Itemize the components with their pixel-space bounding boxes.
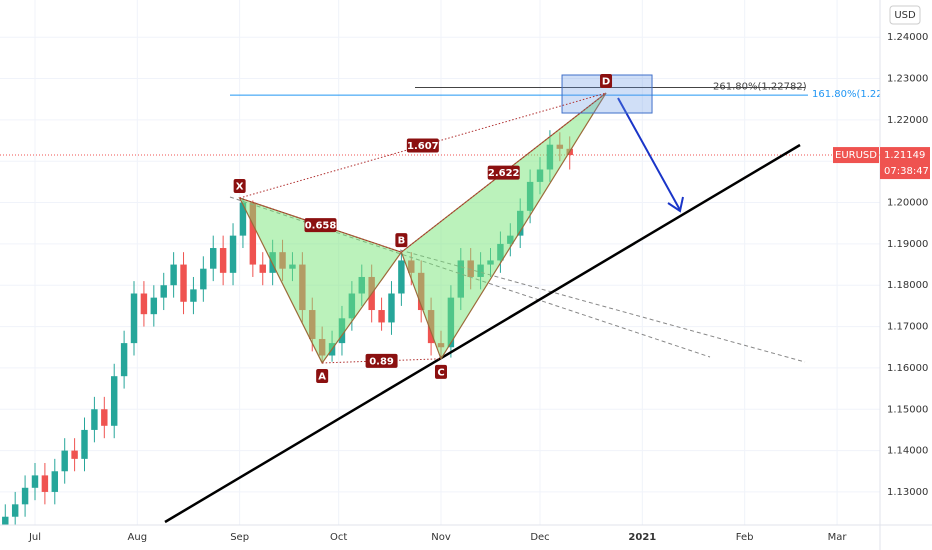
x-tick-label: Feb — [736, 532, 754, 543]
candle-body — [210, 248, 217, 269]
candle-body — [259, 264, 266, 273]
candle-body — [61, 450, 68, 472]
arrow-head — [667, 196, 684, 213]
y-tick-label: 1.14000 — [887, 446, 928, 457]
ratio-label: 0.658 — [305, 221, 337, 232]
candle-body — [160, 285, 167, 298]
candle-body — [170, 264, 177, 286]
y-tick-label: 1.22000 — [887, 115, 928, 126]
ratio-box — [487, 165, 520, 180]
candle-body — [219, 248, 227, 273]
y-tick-label: 1.15000 — [887, 404, 928, 415]
y-tick-label: 1.23000 — [887, 74, 928, 85]
candle-body — [51, 471, 59, 492]
ratio-line — [239, 92, 607, 199]
ratio-line — [322, 358, 442, 364]
candle-body — [150, 297, 158, 315]
x-tick-label: Dec — [530, 532, 549, 543]
candle-body — [71, 450, 78, 459]
price-axis — [880, 0, 932, 550]
point-label: C — [437, 367, 444, 378]
candle-body — [140, 293, 148, 315]
candle-body — [239, 202, 247, 236]
y-tick-label: 1.19000 — [887, 239, 928, 250]
candle-body — [2, 516, 9, 525]
price-tag — [880, 147, 930, 180]
point-box — [233, 179, 246, 194]
point-label: X — [236, 182, 244, 193]
last-price-label: 1.21149 — [884, 150, 925, 161]
candle-body — [180, 264, 187, 302]
candle-body — [378, 310, 385, 323]
candle-body — [229, 235, 237, 273]
candle-body — [41, 475, 49, 492]
x-tick-label: Sep — [230, 532, 249, 543]
fib-label: 161.80%(1.2260 — [812, 89, 895, 100]
candle-body — [81, 429, 88, 459]
candle-body — [398, 260, 405, 294]
arrow — [617, 97, 681, 211]
currency[interactable]: USD — [894, 10, 916, 21]
point-label: A — [318, 371, 326, 382]
fib-label: 261.80%(1.22782) — [713, 82, 807, 93]
y-tick-label: 1.17000 — [887, 322, 928, 333]
ratio-box — [365, 353, 398, 368]
ratio-label: 2.622 — [488, 168, 520, 179]
candle-body — [11, 504, 19, 517]
x-tick-label: Oct — [330, 532, 347, 543]
candle-body — [120, 343, 128, 377]
x-tick-label: Jul — [28, 532, 41, 543]
ratio-label: 1.607 — [407, 141, 439, 152]
point-box — [600, 74, 613, 89]
point-box — [434, 364, 447, 379]
countdown: 07:38:47 — [884, 166, 929, 177]
symbol-label: EURUSD — [835, 150, 877, 161]
candle-body — [190, 289, 197, 302]
y-tick-label: 1.24000 — [887, 32, 928, 43]
candle-body — [388, 293, 395, 323]
candle-body — [21, 487, 29, 505]
y-tick-label: 1.18000 — [887, 280, 928, 291]
candle-body — [249, 202, 257, 265]
x-tick-label: 2021 — [628, 532, 656, 543]
point-box — [395, 233, 408, 248]
candle-body — [110, 376, 118, 426]
symbol-tag — [833, 147, 879, 164]
currency-button[interactable] — [889, 5, 921, 25]
x-tick-label: Nov — [431, 532, 451, 543]
point-label: B — [398, 236, 406, 247]
y-tick-label: 1.13000 — [887, 487, 928, 498]
ratio-box — [406, 138, 439, 153]
ratio-label: 0.89 — [369, 356, 394, 367]
point-label: D — [602, 77, 610, 88]
ratio-box — [304, 218, 337, 233]
trend-line — [164, 143, 801, 524]
pattern: 261.80%(1.22782) 161.80%(1.2260 0.658 0.89 1… — [230, 74, 895, 383]
x-tick-label: Mar — [828, 532, 848, 543]
candle-body — [200, 268, 207, 290]
candle-body — [130, 293, 138, 344]
candle-body — [101, 409, 108, 426]
y-tick-label: 1.16000 — [887, 363, 928, 374]
time-axis — [0, 525, 932, 550]
x-tick-label: Aug — [128, 532, 148, 543]
y-tick-label: 1.20000 — [887, 198, 928, 209]
candle-body — [91, 409, 98, 430]
candle-body — [31, 475, 39, 488]
point-box — [316, 368, 329, 383]
grid — [0, 0, 880, 525]
axes: 1.13000 1.14000 1.15000 1.16000 1.17000 1.180… — [28, 32, 930, 543]
